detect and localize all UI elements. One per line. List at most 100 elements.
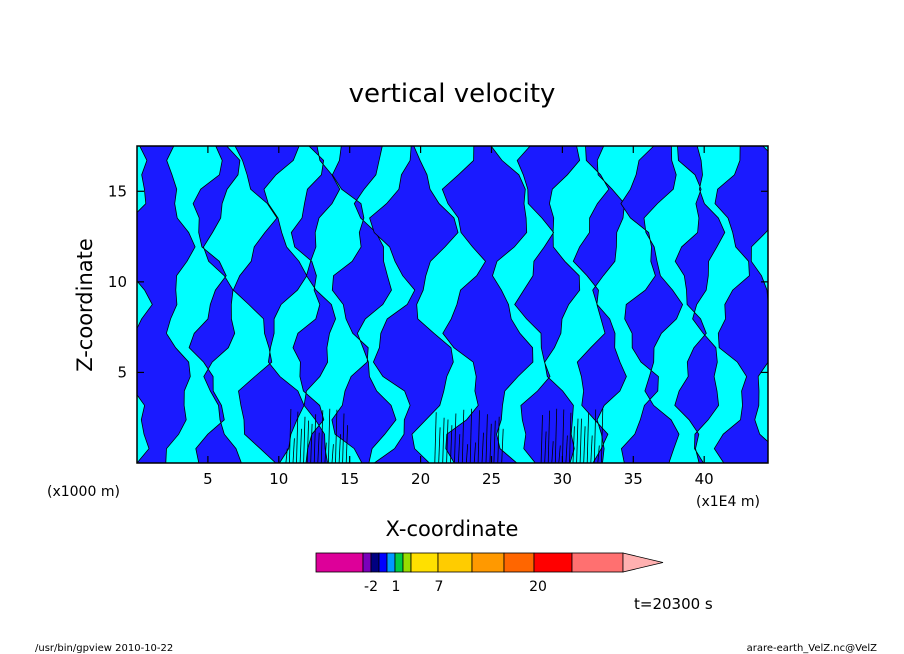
contour-noise-1-16 xyxy=(597,445,600,463)
contour-noise-0-7 xyxy=(310,423,313,463)
field-band-5 xyxy=(369,146,459,463)
contour-noise-0-1 xyxy=(289,408,292,463)
contour-noise-0-12 xyxy=(328,408,331,463)
contour-noise-1-2 xyxy=(547,410,550,463)
y-tick-label: 10 xyxy=(108,273,127,291)
field-band-4 xyxy=(331,146,397,463)
field-band-8 xyxy=(572,146,627,463)
contour-noise-2-14 xyxy=(489,423,492,463)
contour-noise-2-13 xyxy=(485,414,488,463)
colorbar: -2 1 7 20 xyxy=(315,552,664,595)
colorbar-tick-label: -2 xyxy=(364,579,378,595)
contour-noise-1-15 xyxy=(593,409,597,463)
contour-noise-0-6 xyxy=(306,420,309,463)
y-tick-label: 5 xyxy=(117,363,127,381)
field-band-2 xyxy=(232,146,308,463)
colorbar-segment-9 xyxy=(471,552,505,573)
contour-noise-1-4 xyxy=(554,408,558,463)
colorbar-segment-2 xyxy=(370,552,380,573)
contour-noise-2-0 xyxy=(434,412,437,463)
colorbar-tick-label: 7 xyxy=(435,579,444,595)
field-band-10 xyxy=(674,146,726,463)
field-band-1 xyxy=(188,146,242,463)
plot-area xyxy=(136,145,769,464)
contour-noise-2-4 xyxy=(450,425,453,463)
contour-noise-2-5 xyxy=(454,413,457,463)
contour-noise-1-0 xyxy=(540,414,543,463)
colorbar-tick-label: 20 xyxy=(529,579,547,595)
x-tick-label: 40 xyxy=(695,470,714,488)
colorbar-segment-10 xyxy=(503,552,535,573)
contour-noise-1-5 xyxy=(558,445,561,463)
chart-title: vertical velocity xyxy=(349,79,556,109)
contour-noise-1-9 xyxy=(572,426,575,463)
y-axis-unit: (x1000 m) xyxy=(47,484,120,500)
contour-noise-2-6 xyxy=(458,434,461,463)
contour-noise-0-17 xyxy=(345,425,348,463)
y-axis-label: Z-coordinate xyxy=(73,238,97,372)
plot-frame xyxy=(136,145,769,464)
contour-noise-0-0 xyxy=(285,448,288,463)
contour-noise-1-7 xyxy=(565,435,568,463)
contour-noise-2-8 xyxy=(465,444,469,463)
contour-noise-2-17 xyxy=(501,428,504,463)
contour-noise-0-8 xyxy=(313,414,317,463)
x-tick-label: 20 xyxy=(411,470,430,488)
x-tick-label: 35 xyxy=(624,470,643,488)
x-axis-unit: (x1E4 m) xyxy=(696,494,760,510)
field-band-0 xyxy=(137,146,196,463)
field-band-3 xyxy=(290,146,341,463)
contour-noise-0-15 xyxy=(338,434,341,463)
field-band-7 xyxy=(514,146,581,463)
x-tick-label: 25 xyxy=(482,470,501,488)
contour-noise-1-13 xyxy=(586,412,589,463)
contour-noise-2-9 xyxy=(469,408,472,463)
colorbar-segment-12 xyxy=(571,552,624,573)
contour-noise-0-16 xyxy=(342,413,345,463)
y-tick-label: 15 xyxy=(108,182,127,200)
contour-noise-0-4 xyxy=(299,428,302,463)
x-axis-ticks: 5 10 15 20 25 30 35 40 xyxy=(203,146,714,488)
colorbar-segment-3 xyxy=(378,552,388,573)
colorbar-segment-0 xyxy=(315,552,364,573)
colorbar-segment-11 xyxy=(533,552,573,573)
field-band-11 xyxy=(713,146,768,463)
contour-noise-2-11 xyxy=(477,410,480,463)
contour-noise-2-16 xyxy=(497,416,500,463)
contour-noise-2-2 xyxy=(442,417,445,463)
contour-noise-1-10 xyxy=(576,418,579,463)
contour-noise-2-1 xyxy=(438,427,441,463)
contour-noise-0-13 xyxy=(331,444,334,463)
contour-noise-2-7 xyxy=(461,409,465,463)
contour-noise-1-3 xyxy=(551,441,554,463)
contour-noise-0-9 xyxy=(317,432,320,463)
colorbar-segment-7 xyxy=(410,552,439,573)
time-label: t=20300 s xyxy=(634,595,713,613)
contour-noise-0-5 xyxy=(303,416,306,463)
contour-noise-0-3 xyxy=(296,411,299,463)
footer-right: arare-earth_VelZ.nc@VelZ xyxy=(747,643,878,654)
colorbar-segment-8 xyxy=(437,552,473,573)
contour-noise-2-12 xyxy=(481,432,484,463)
contour-noise-0-2 xyxy=(292,438,295,463)
contour-noise-1-8 xyxy=(569,412,572,463)
contour-noise-2-15 xyxy=(493,420,496,463)
field-band-9 xyxy=(620,146,684,463)
x-tick-label: 15 xyxy=(340,470,359,488)
field-band-6 xyxy=(441,146,534,463)
y-axis-ticks: 5 10 15 xyxy=(108,182,768,381)
contour-noise-1-14 xyxy=(590,435,593,463)
contour-noise-1-11 xyxy=(579,418,582,463)
colorbar-segment-5 xyxy=(394,552,404,573)
footer-left: /usr/bin/gpview 2010-10-22 xyxy=(35,643,173,654)
contour-noise-0-14 xyxy=(335,409,338,463)
contour-noise-2-3 xyxy=(446,419,449,463)
contour-noise-1-17 xyxy=(601,408,604,463)
x-tick-label: 5 xyxy=(203,470,213,488)
contour-noise-2-10 xyxy=(473,442,476,463)
x-tick-label: 10 xyxy=(269,470,288,488)
colorbar-segment-6 xyxy=(402,552,412,573)
x-tick-label: 30 xyxy=(553,470,572,488)
contour-noise-0-10 xyxy=(320,410,324,463)
